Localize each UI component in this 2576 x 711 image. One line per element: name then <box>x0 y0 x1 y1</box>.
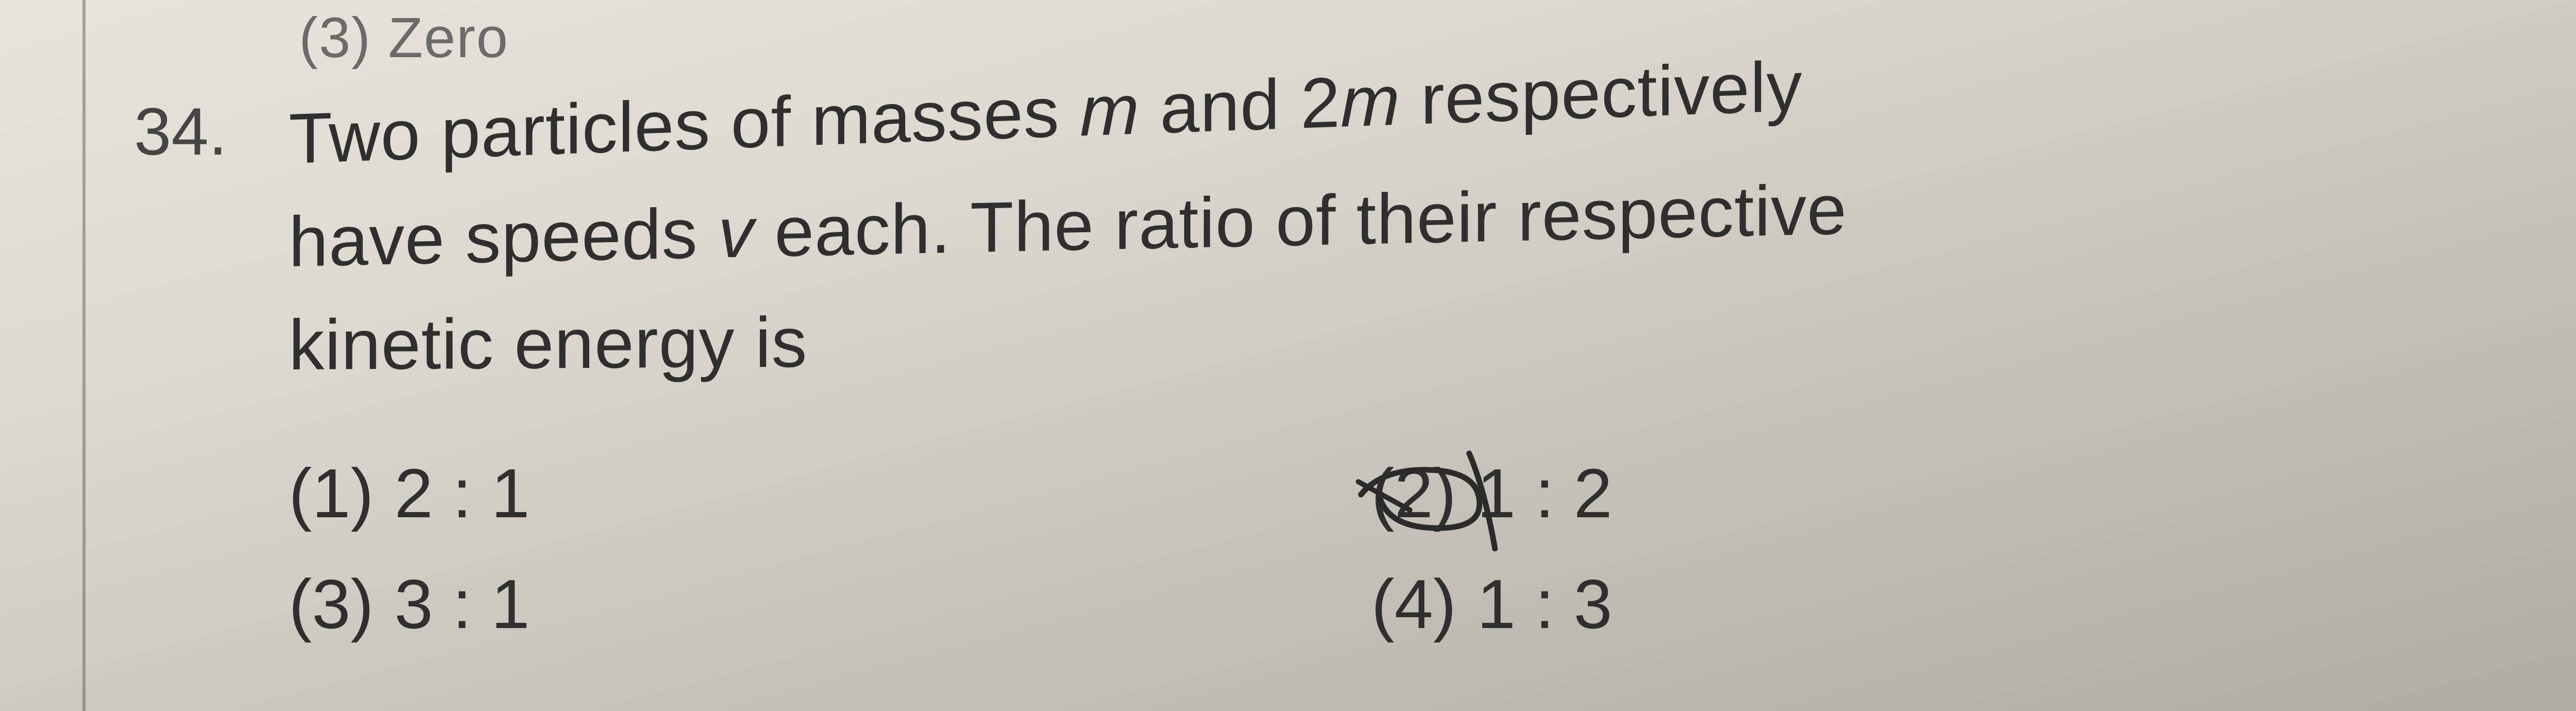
exam-page: (3) Zero 34. Two particles of masses m a… <box>0 0 2576 711</box>
variable-m: m <box>1080 70 1140 151</box>
option-text: 2 : 1 <box>394 453 530 533</box>
option-text: 3 : 1 <box>394 564 530 644</box>
option-number: (3) <box>289 564 374 644</box>
option-3: (3) 3 : 1 <box>289 564 1371 644</box>
option-text: 1 : 2 <box>1477 453 1613 533</box>
text-fragment: kinetic energy is <box>289 303 807 385</box>
prev-option-number: (3) <box>299 6 371 70</box>
option-number: (4) <box>1371 564 1456 644</box>
question-number: 34. <box>134 88 289 170</box>
previous-question-option: (3) Zero <box>299 5 509 71</box>
text-fragment: have speeds <box>289 194 718 282</box>
options-row-1: (1) 2 : 1 (2) 1 : 2 <box>289 453 2494 533</box>
text-fragment: and 2 <box>1140 63 1341 149</box>
option-number: (1) <box>289 453 374 533</box>
options-row-2: (3) 3 : 1 (4) 1 : 3 <box>289 564 2494 644</box>
option-number: (2) <box>1371 453 1456 533</box>
variable-v: v <box>718 193 754 273</box>
option-1: (1) 2 : 1 <box>289 453 1371 533</box>
text-fragment: each. The ratio of their respective <box>754 170 1847 272</box>
prev-option-label: Zero <box>388 6 509 70</box>
variable-m: m <box>1341 61 1401 142</box>
question-body: Two particles of masses m and 2m respect… <box>289 88 2514 397</box>
text-fragment: Two particles of masses <box>289 72 1080 179</box>
option-number-wrap: (2) <box>1371 453 1456 533</box>
text-fragment: respectively <box>1400 46 1802 140</box>
question-block: 34. Two particles of masses m and 2m res… <box>134 88 2514 397</box>
options-block: (1) 2 : 1 (2) 1 : 2 (3) 3 : 1 <box>289 453 2494 675</box>
option-2: (2) 1 : 2 <box>1371 453 2494 533</box>
option-text: 1 : 3 <box>1477 564 1613 644</box>
question-line-3: kinetic energy is <box>289 282 2514 397</box>
margin-rule <box>82 0 86 711</box>
option-4: (4) 1 : 3 <box>1371 564 2494 644</box>
